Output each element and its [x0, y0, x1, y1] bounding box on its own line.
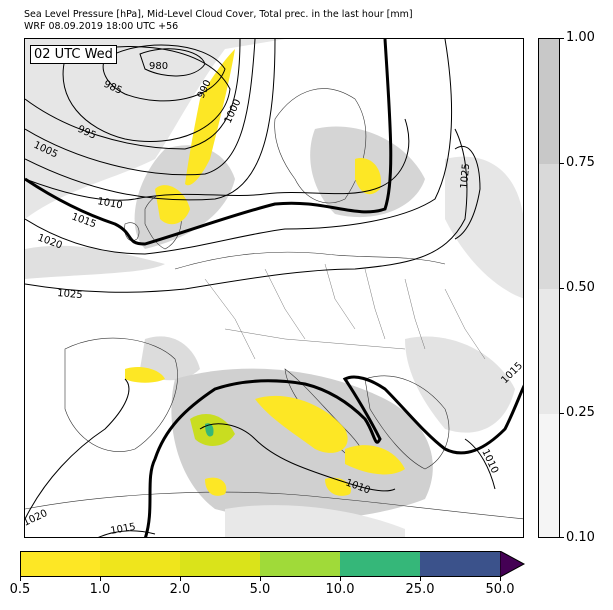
map-canvas: 980 985 990 1000 995 1005 1010 1015 1020…: [25, 39, 523, 537]
coastline-continent: [174, 251, 446, 270]
colorbar-tick-label: 5.0: [249, 582, 271, 597]
border-line: [444, 288, 486, 360]
cloud-cover-layer: [25, 39, 523, 537]
isobar-1010-east: [464, 438, 496, 490]
border-line: [224, 328, 406, 350]
isobar-label: 980: [149, 61, 168, 72]
isobar-1010-med: [199, 423, 396, 492]
coastline-north-africa: [25, 491, 523, 520]
cloud-area-mediterranean: [171, 368, 433, 520]
border-line: [364, 268, 386, 340]
colorbar-tick-label: 0.25: [566, 405, 595, 420]
precip-area-sardinia-core: [205, 423, 214, 437]
cloud-area-north-atlantic: [25, 39, 285, 219]
isobar-1015-south: [98, 530, 156, 537]
colorbar-tick: [260, 577, 261, 581]
colorbar-tick: [500, 577, 501, 581]
isobar-1020-south: [25, 378, 130, 520]
chart-title: Sea Level Pressure [hPa], Mid-Level Clou…: [24, 9, 413, 20]
border-line: [204, 278, 256, 360]
cloud-area-balkans: [405, 336, 515, 433]
border-layer: [204, 263, 486, 360]
colorbar-tick-label: 0.10: [566, 530, 595, 545]
isobar-1015-med: [143, 375, 523, 537]
colorbar-tick-label: 25.0: [405, 582, 435, 597]
colorbar-tick-label: 0.50: [566, 280, 595, 295]
isobar-995: [25, 39, 241, 150]
coastline-scandinavia: [274, 88, 367, 204]
isobar-985: [102, 44, 226, 102]
colorbar-tick: [560, 413, 564, 414]
isobar-1010: [25, 118, 410, 201]
precipitation-colorbar: [20, 551, 526, 577]
colorbar-tick: [560, 537, 564, 538]
isobar-label: 1015: [70, 211, 98, 230]
isobar-label: 1010: [479, 448, 500, 476]
colorbar-tick: [420, 577, 421, 581]
cloud-area-iberia: [140, 336, 200, 381]
colorbar-tick: [100, 577, 101, 581]
colorbar-segment: [539, 289, 559, 414]
isobar-label: 1010: [96, 196, 123, 211]
colorbar-extend-arrow: [500, 551, 526, 577]
chart-subtitle: WRF 08.09.2019 18:00 UTC +56: [24, 21, 179, 32]
isobar-layer: [25, 39, 523, 537]
border-line: [264, 268, 306, 340]
precip-area-tyrrhenian: [255, 395, 348, 453]
colorbar-tick-label: 1.0: [89, 582, 111, 597]
colorbar-segment: [539, 164, 559, 289]
colorbar-segment: [340, 551, 421, 577]
precip-area-adriatic: [345, 445, 405, 475]
precipitation-layer: [125, 49, 405, 496]
colorbar-segment: [539, 414, 559, 537]
colorbar-tick-label: 0.75: [566, 155, 595, 170]
coastline-iberia: [64, 337, 178, 452]
colorbar-segment: [539, 39, 559, 164]
colorbar-segment: [100, 551, 181, 577]
isobar-1000: [25, 39, 256, 176]
colorbar-segment: [20, 551, 101, 577]
isobar-1005: [25, 39, 276, 201]
colorbar-tick: [560, 38, 564, 39]
isobar-1015-thick: [25, 39, 393, 246]
isobar-label: 1025: [459, 163, 472, 189]
colorbar-tick-label: 1.00: [566, 30, 595, 45]
cloud-cover-colorbar: [538, 38, 560, 538]
colorbar-tick-label: 0.5: [9, 582, 31, 597]
colorbar-tick: [340, 577, 341, 581]
border-line: [324, 263, 356, 330]
colorbar-segment: [260, 551, 341, 577]
precip-area-north-atlantic: [185, 49, 235, 186]
colorbar-tick: [560, 288, 564, 289]
colorbar-tick-label: 50.0: [485, 582, 515, 597]
colorbar-tick: [20, 577, 21, 581]
cloud-band-atlantic: [25, 245, 165, 279]
precip-area-south: [205, 477, 227, 496]
precip-area-iberia-coast: [125, 367, 165, 383]
forecast-time-label: 02 UTC Wed: [30, 45, 117, 64]
cloud-area-north-africa: [225, 505, 405, 537]
colorbar-tick-label: 10.0: [325, 582, 355, 597]
isobar-label: 1025: [57, 288, 83, 301]
colorbar-tick-label: 2.0: [169, 582, 191, 597]
cloud-area-east: [445, 156, 523, 299]
isobar-1025-east: [454, 146, 481, 240]
colorbar-tick: [560, 163, 564, 164]
precip-area-scandinavia: [355, 158, 381, 195]
border-line: [404, 278, 426, 350]
isobar-1020: [25, 39, 453, 255]
weather-map: 980 985 990 1000 995 1005 1010 1015 1020…: [24, 38, 524, 538]
colorbar-tick: [180, 577, 181, 581]
cloud-area-britain: [134, 145, 235, 249]
isobar-label: 1000: [223, 98, 244, 126]
colorbar-segment: [180, 551, 261, 577]
colorbar-segment: [420, 551, 501, 577]
isobar-label: 1015: [110, 522, 137, 537]
isobar-990: [62, 46, 231, 143]
isobar-1025: [25, 128, 468, 293]
